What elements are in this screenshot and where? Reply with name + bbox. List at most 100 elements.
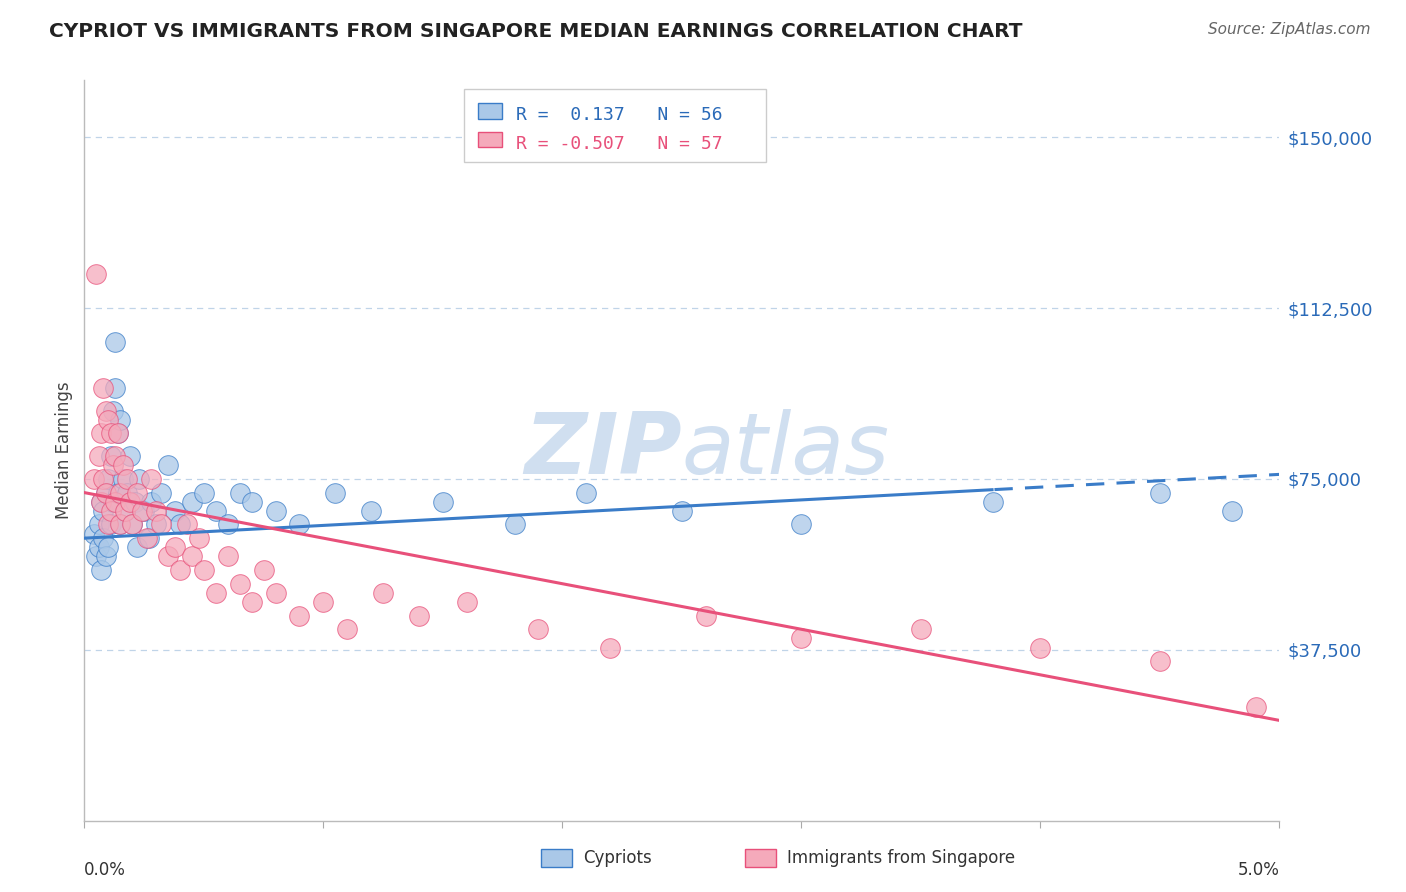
Point (107, 485, 129, 500)
Point (138, 531, 160, 545)
Point (90, 494, 112, 508)
Point (121, 517, 143, 532)
Y-axis label: Median Earnings: Median Earnings (55, 382, 73, 519)
Text: 5.0%: 5.0% (1237, 862, 1279, 880)
Point (1149, 485, 1171, 500)
Point (107, 426, 129, 441)
Point (910, 622, 932, 636)
Point (671, 504, 693, 518)
Point (101, 458, 124, 473)
Point (264, 504, 287, 518)
Point (86, 549, 108, 564)
Point (527, 622, 550, 636)
Point (100, 426, 122, 441)
Point (110, 517, 132, 532)
Point (87, 449, 110, 463)
Point (599, 640, 621, 655)
Point (240, 494, 263, 508)
Point (165, 541, 187, 555)
Point (176, 517, 198, 532)
Point (169, 563, 191, 577)
Point (97, 413, 120, 427)
Point (101, 403, 124, 417)
Point (100, 504, 122, 518)
Point (94, 485, 117, 500)
Point (125, 485, 148, 500)
Point (110, 485, 132, 500)
Point (141, 472, 163, 486)
Point (132, 504, 156, 518)
Point (87, 517, 110, 532)
Point (124, 494, 146, 508)
Point (94, 485, 117, 500)
Point (253, 563, 276, 577)
Point (90, 563, 112, 577)
Point (90, 494, 112, 508)
Point (100, 449, 122, 463)
Point (264, 586, 287, 600)
Point (217, 517, 239, 532)
Point (149, 517, 172, 532)
Point (408, 608, 430, 623)
Point (240, 595, 263, 609)
Point (193, 485, 215, 500)
Point (981, 494, 1004, 508)
Point (128, 472, 150, 486)
Point (97, 517, 120, 532)
Point (1244, 699, 1267, 714)
Point (104, 381, 127, 395)
Point (94, 549, 117, 564)
Point (93, 472, 115, 486)
Point (111, 458, 134, 473)
Point (111, 472, 134, 486)
Text: atlas: atlas (682, 409, 890, 492)
Point (83, 472, 105, 486)
Point (86, 267, 108, 281)
Point (117, 472, 139, 486)
Point (181, 549, 204, 564)
Point (104, 449, 127, 463)
Point (101, 494, 124, 508)
Point (169, 517, 191, 532)
Point (695, 608, 717, 623)
Text: Source: ZipAtlas.com: Source: ZipAtlas.com (1208, 22, 1371, 37)
Point (110, 517, 132, 532)
Point (93, 531, 115, 545)
Point (114, 504, 136, 518)
Point (145, 504, 167, 518)
Point (205, 586, 228, 600)
Point (110, 413, 132, 427)
Text: Immigrants from Singapore: Immigrants from Singapore (787, 849, 1015, 867)
Point (432, 494, 454, 508)
Text: R =  0.137   N = 56: R = 0.137 N = 56 (516, 106, 723, 124)
Point (135, 531, 157, 545)
Point (193, 563, 215, 577)
Point (217, 549, 239, 564)
Point (288, 608, 311, 623)
Point (149, 485, 172, 500)
Text: 0.0%: 0.0% (84, 862, 127, 880)
Point (90, 426, 112, 441)
Point (1220, 504, 1243, 518)
Text: CYPRIOT VS IMMIGRANTS FROM SINGAPORE MEDIAN EARNINGS CORRELATION CHART: CYPRIOT VS IMMIGRANTS FROM SINGAPORE MED… (49, 22, 1022, 41)
Point (1149, 654, 1171, 668)
Point (121, 517, 143, 532)
Point (83, 526, 105, 541)
Point (229, 485, 252, 500)
Point (97, 541, 120, 555)
Point (125, 541, 148, 555)
Point (117, 485, 139, 500)
Point (145, 517, 167, 532)
Point (205, 504, 228, 518)
Point (141, 494, 163, 508)
Point (1029, 640, 1052, 655)
Text: Cypriots: Cypriots (583, 849, 652, 867)
Point (312, 595, 335, 609)
Point (104, 335, 127, 350)
Point (229, 576, 252, 591)
Point (87, 541, 110, 555)
Point (288, 517, 311, 532)
Point (790, 632, 813, 646)
Point (456, 595, 478, 609)
Point (360, 504, 382, 518)
